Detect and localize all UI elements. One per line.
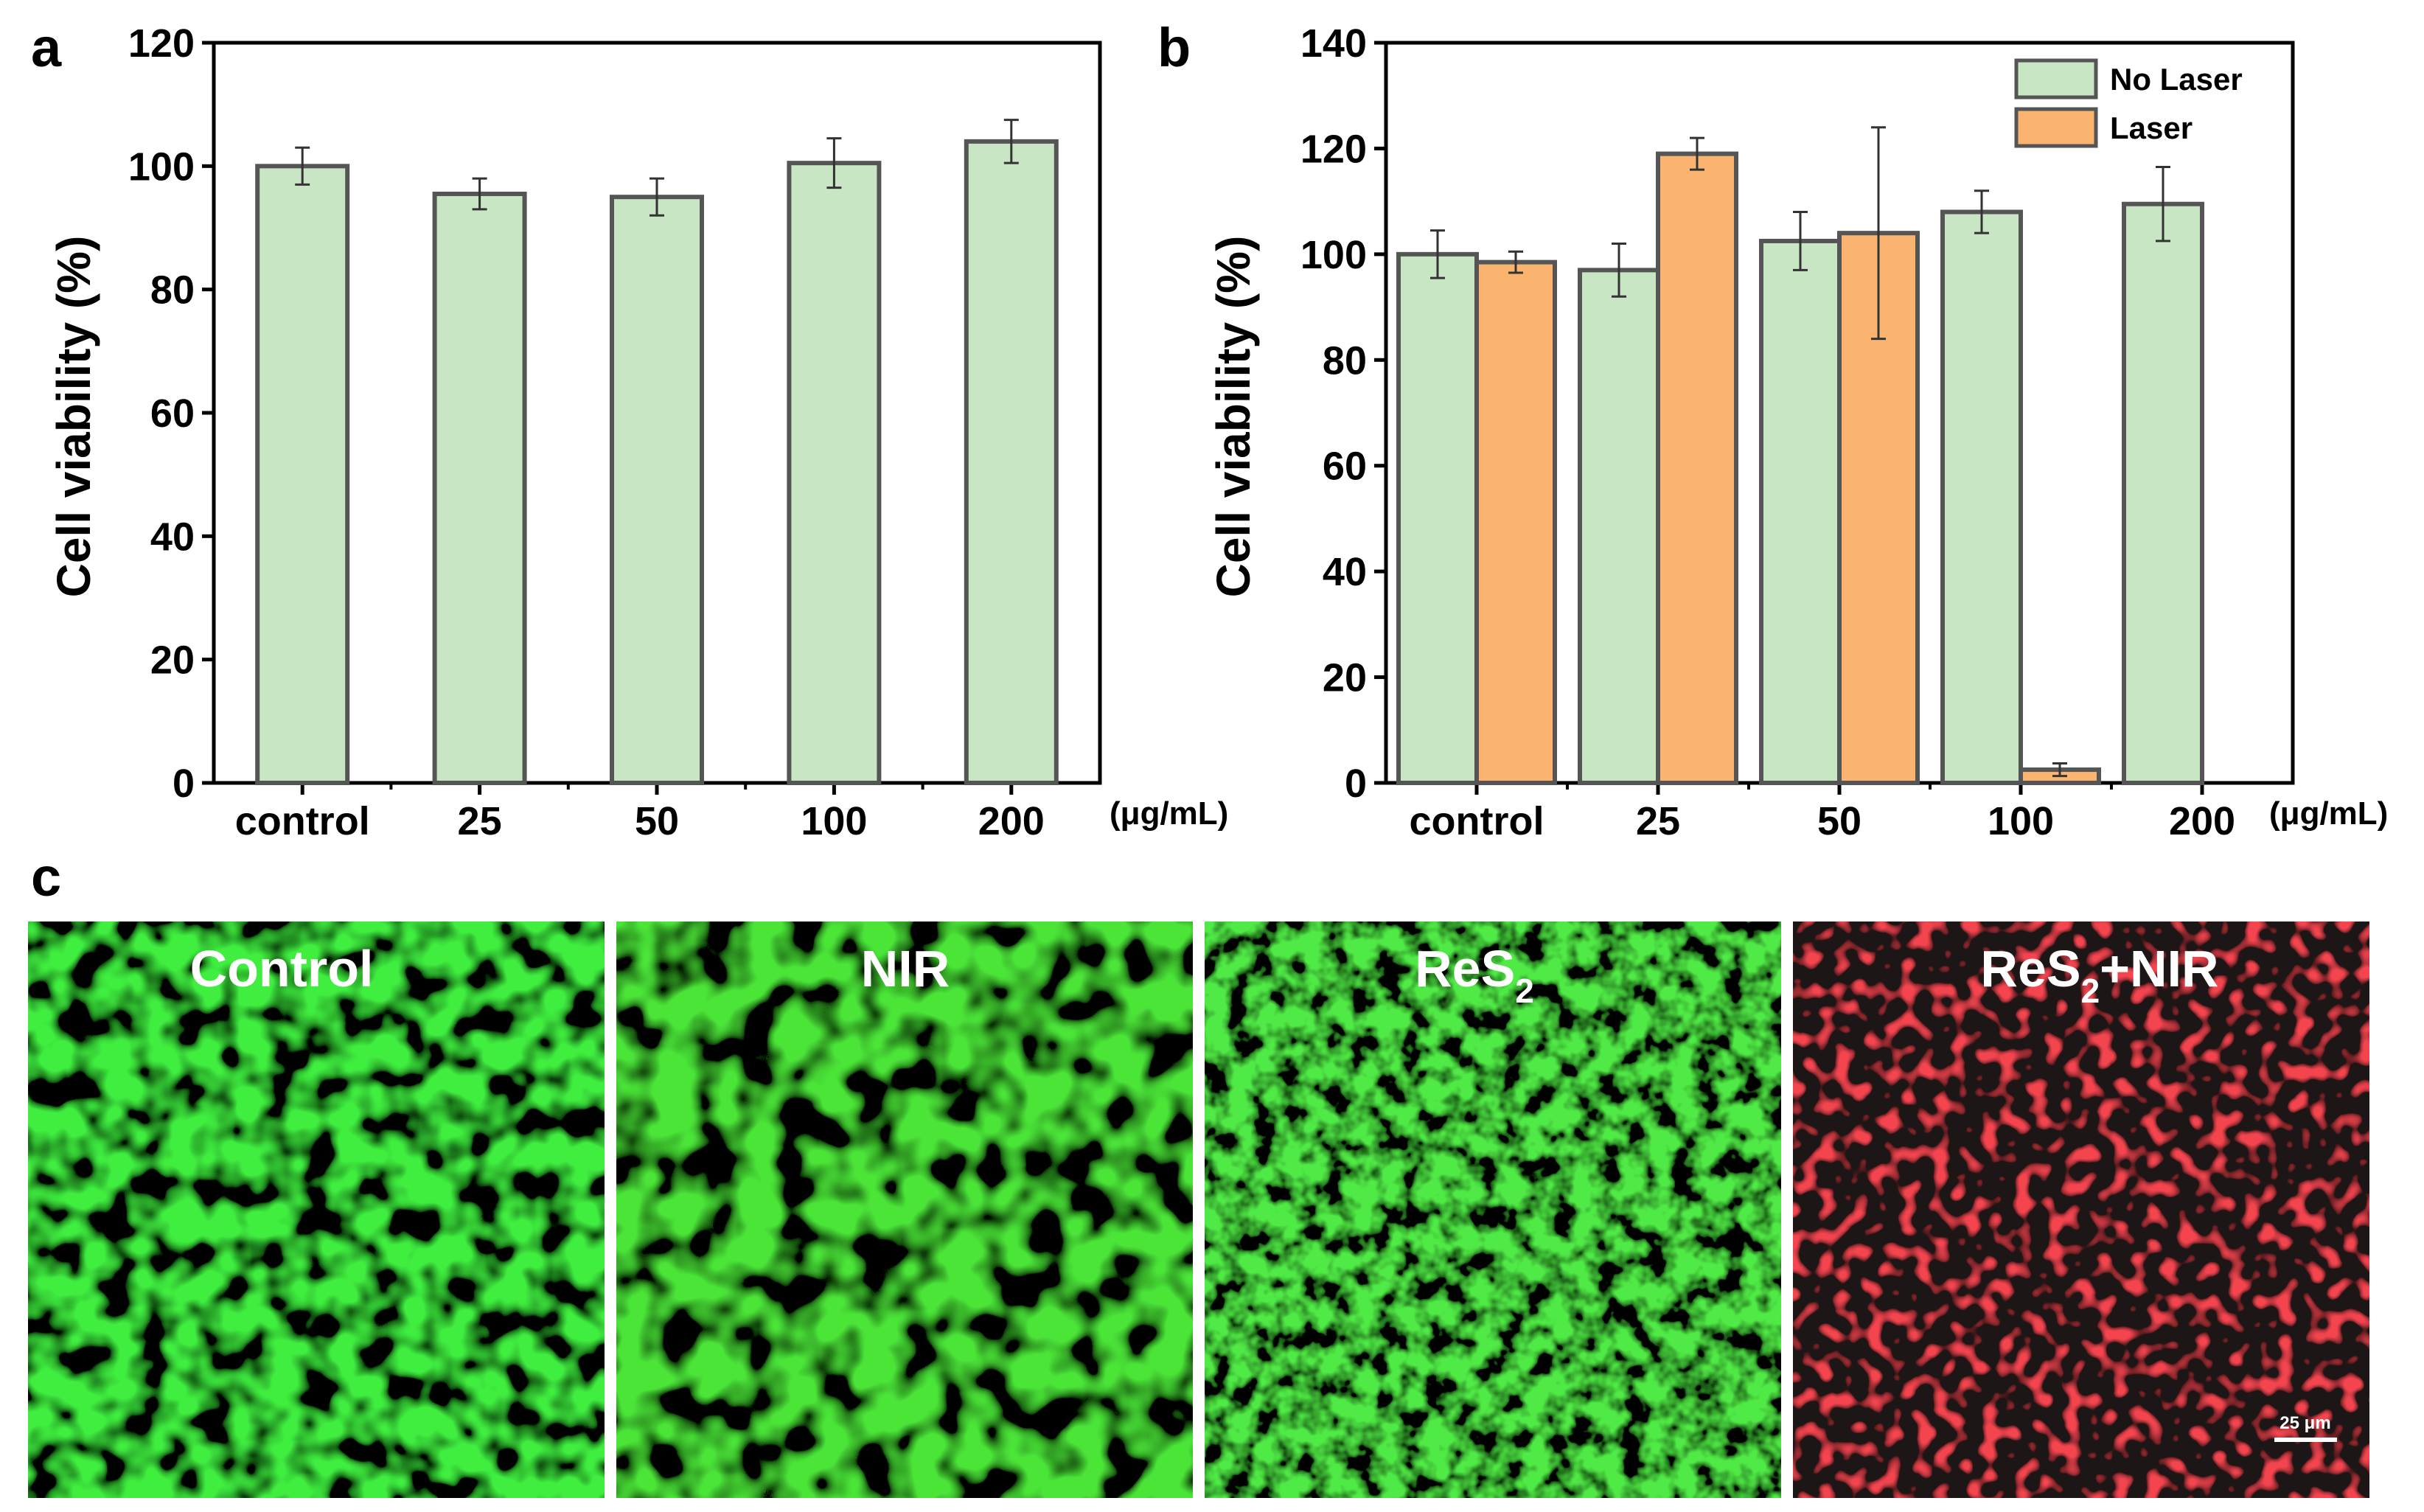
chart-a-ytick-label: 100 (128, 144, 195, 189)
chart-a-bar (610, 195, 704, 785)
legend-swatch-no-laser (2014, 58, 2098, 100)
chart-b-bar (1396, 251, 1479, 786)
chart-b-ytick-label: 120 (1300, 127, 1367, 171)
chart-a-xtick-label: 100 (801, 799, 867, 843)
chart-a-ytick-label: 60 (150, 391, 195, 436)
chart-b-xtick-label: control (1410, 799, 1544, 843)
chart-b-xtick-label: 50 (1817, 799, 1861, 843)
chart-a-ytick-label: 0 (173, 762, 195, 806)
micrograph-label-res2-nir-tail: +NIR (2100, 940, 2218, 997)
micrograph-res2: ReS2 (1205, 922, 1781, 1498)
scale-bar (2274, 1438, 2337, 1442)
micrograph-nir: NIR (616, 922, 1193, 1498)
chart-b: Cell viability (%) (μg/mL) No Laser Lase… (1207, 21, 2388, 843)
micrograph-image-res2-nir (1793, 922, 2369, 1498)
micrograph-image-res2 (1205, 922, 1781, 1498)
chart-a-ytick-label: 40 (150, 515, 195, 559)
chart-b-bar (1759, 238, 1842, 785)
chart-b-ytick-label: 0 (1345, 762, 1367, 806)
chart-b-ytick-label: 60 (1323, 445, 1367, 489)
micrograph-image-nir (616, 922, 1193, 1498)
micrograph-label-res2-nir: ReS2+NIR (1980, 940, 2218, 1010)
micrograph-label-nir: NIR (861, 940, 950, 997)
chart-a-bar (432, 191, 527, 785)
panel-letter-a: a (31, 17, 62, 78)
micrograph-control: Control (28, 922, 605, 1498)
micrograph-label-res2-main: ReS (1415, 940, 1515, 997)
micrograph-image-control (28, 922, 605, 1498)
micrograph-label-res2-sub: 2 (1515, 972, 1534, 1010)
chart-b-bar (2122, 201, 2204, 785)
chart-a-xtick-label: 25 (458, 799, 502, 843)
chart-b-ytick-label: 20 (1323, 656, 1367, 700)
chart-a-bar (255, 164, 350, 786)
micrograph-res2-nir: ReS2+NIR 25 μm (1793, 922, 2369, 1498)
chart-b-xunit: (μg/mL) (2269, 795, 2388, 832)
chart-a-bar (964, 139, 1059, 786)
chart-a-xtick-label: 200 (978, 799, 1045, 843)
micrograph-label-res2-nir-main: ReS (1980, 940, 2080, 997)
chart-b-bar (1474, 259, 1557, 786)
chart-b-bar (1940, 209, 2023, 785)
chart-b-xtick-label: 100 (1988, 799, 2054, 843)
chart-b-ylabel: Cell viability (%) (1207, 236, 1260, 598)
micrograph-label-res2: ReS2 (1415, 940, 1534, 1010)
chart-b-ytick-label: 80 (1323, 338, 1367, 383)
scale-bar-label: 25 μm (2280, 1413, 2330, 1433)
chart-b-bar (1578, 268, 1660, 786)
chart-b-ytick-label: 100 (1300, 233, 1367, 277)
chart-a-bar (787, 161, 882, 785)
panel-letter-b: b (1157, 17, 1191, 78)
chart-a-ylabel: Cell viability (%) (47, 236, 100, 598)
panel-letter-c: c (31, 846, 61, 907)
chart-a-ytick-label: 80 (150, 268, 195, 313)
chart-a-ytick-label: 20 (150, 638, 195, 683)
legend-swatch-laser (2014, 107, 2098, 148)
chart-b-xtick-label: 25 (1636, 799, 1680, 843)
chart-a-xtick-label: 50 (635, 799, 679, 843)
chart-a-xunit: (μg/mL) (1110, 795, 1228, 832)
legend-label-laser: Laser (2110, 111, 2193, 145)
chart-b-ytick-label: 140 (1300, 21, 1367, 66)
micrograph-label-control: Control (190, 940, 374, 997)
legend-label-no-laser: No Laser (2110, 62, 2243, 97)
micrograph-label-res2-nir-sub: 2 (2081, 972, 2100, 1010)
chart-b-xtick-label: 200 (2169, 799, 2235, 843)
chart-a-xtick-label: control (235, 799, 370, 843)
micrograph-row: Control NIR ReS2 ReS2+NIR 25 μm (28, 922, 2369, 1498)
chart-a-ytick-label: 120 (128, 21, 195, 66)
chart-b-legend: No Laser Laser (2014, 58, 2243, 148)
chart-b-ytick-label: 40 (1323, 550, 1367, 594)
chart-a: Cell viability (%) (μg/mL) 0 20 40 60 80 100 1… (47, 21, 1228, 843)
chart-b-bar (1656, 151, 1738, 786)
